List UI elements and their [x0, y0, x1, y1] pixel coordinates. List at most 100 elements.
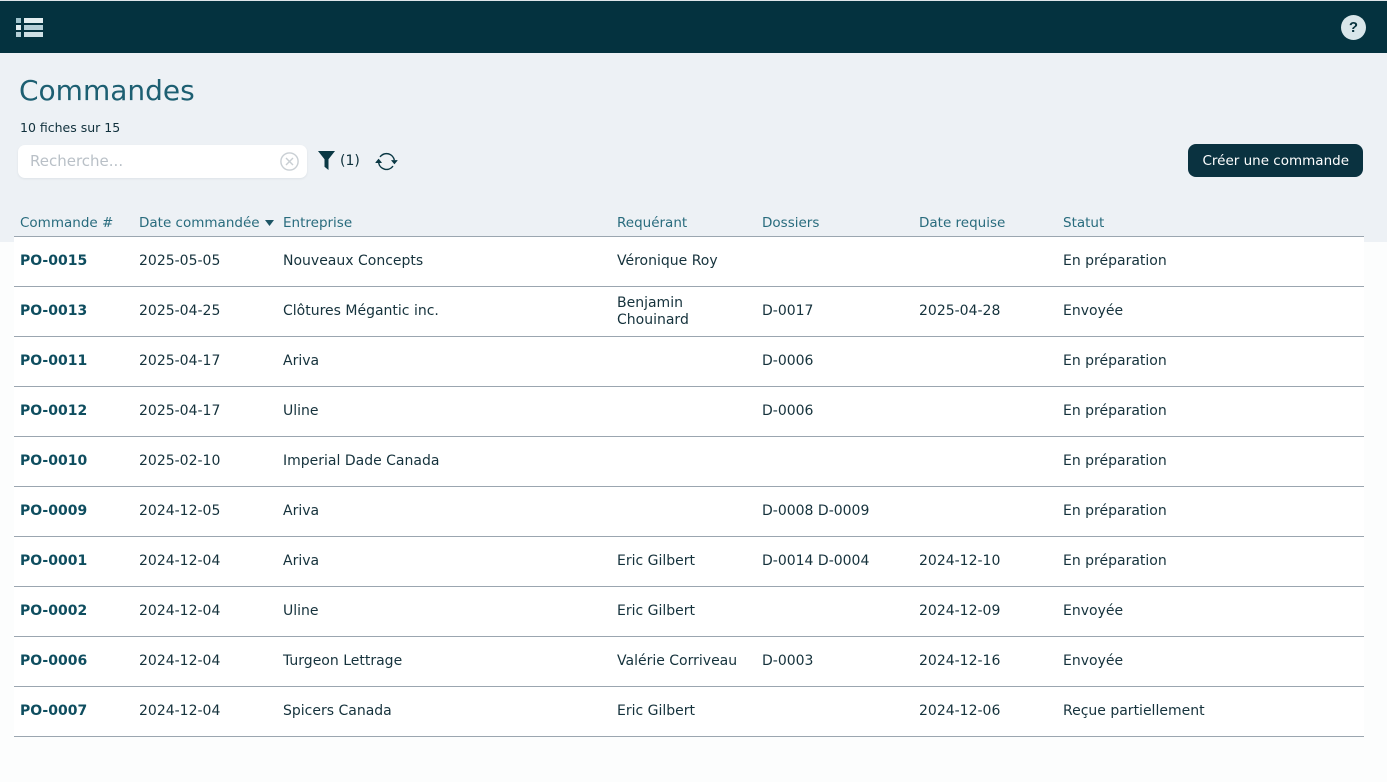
- cell-company: Spicers Canada: [283, 703, 392, 720]
- cell-company: Clôtures Mégantic inc.: [283, 303, 439, 320]
- cell-requester: Benjamin Chouinard: [617, 294, 689, 328]
- cell-status: En préparation: [1063, 453, 1167, 470]
- table-row[interactable]: PO-0010 2025-02-10 Imperial Dade Canada …: [14, 437, 1364, 488]
- cell-status: Envoyée: [1063, 303, 1124, 320]
- cell-date-ordered: 2024-12-04: [139, 553, 221, 570]
- table-row[interactable]: PO-0002 2024-12-04 Uline Eric Gilbert 20…: [14, 587, 1364, 638]
- cell-date-ordered: 2024-12-05: [139, 503, 221, 520]
- column-label: Commande #: [20, 214, 114, 231]
- column-header[interactable]: Date requise: [913, 215, 1057, 231]
- cell-dossiers: D-0017: [762, 303, 814, 320]
- cell-date-required: 2024-12-10: [919, 553, 1001, 570]
- order-number-link[interactable]: PO-0007: [20, 703, 88, 720]
- cell-status: En préparation: [1063, 353, 1167, 370]
- cell-date-ordered: 2025-05-05: [139, 253, 221, 270]
- menu-list-icon[interactable]: [16, 16, 43, 39]
- order-number-link[interactable]: PO-0010: [20, 453, 88, 470]
- cell-status: Envoyée: [1063, 653, 1124, 670]
- table-row[interactable]: PO-0012 2025-04-17 Uline D-0006 En prépa…: [14, 387, 1364, 438]
- order-number-link[interactable]: PO-0009: [20, 503, 88, 520]
- cell-date-required: 2025-04-28: [919, 303, 1001, 320]
- table-row[interactable]: PO-0009 2024-12-05 Ariva D-0008 D-0009 E…: [14, 487, 1364, 538]
- order-number-link[interactable]: PO-0015: [20, 253, 88, 270]
- table-row[interactable]: PO-0015 2025-05-05 Nouveaux Concepts Vér…: [14, 237, 1364, 288]
- cell-requester: Véronique Roy: [617, 253, 718, 270]
- column-header[interactable]: Statut: [1057, 215, 1364, 231]
- order-number-link[interactable]: PO-0006: [20, 653, 88, 670]
- cell-company: Ariva: [283, 353, 320, 370]
- cell-date-ordered: 2025-02-10: [139, 453, 221, 470]
- clear-search-icon[interactable]: [279, 151, 299, 171]
- column-header[interactable]: Entreprise: [277, 215, 611, 231]
- column-label: Entreprise: [283, 214, 353, 231]
- order-number-link[interactable]: PO-0013: [20, 303, 88, 320]
- table-row[interactable]: PO-0006 2024-12-04 Turgeon Lettrage Valé…: [14, 637, 1364, 688]
- column-label: Requérant: [617, 214, 688, 231]
- cell-status: En préparation: [1063, 403, 1167, 420]
- cell-date-ordered: 2025-04-17: [139, 353, 221, 370]
- cell-date-required: 2024-12-06: [919, 703, 1001, 720]
- cell-company: Ariva: [283, 553, 320, 570]
- create-order-button[interactable]: Créer une commande: [1188, 144, 1363, 178]
- search-box: [18, 144, 307, 178]
- orders-table: Commande # Date commandée Entreprise Req…: [14, 209, 1364, 738]
- help-icon[interactable]: ?: [1341, 14, 1366, 40]
- search-input[interactable]: [18, 144, 307, 178]
- column-label: Date requise: [919, 214, 1006, 231]
- cell-company: Turgeon Lettrage: [283, 653, 403, 670]
- filter-count: (1): [340, 153, 360, 170]
- cell-date-ordered: 2024-12-04: [139, 653, 221, 670]
- cell-dossiers: D-0006: [762, 353, 814, 370]
- filter-icon[interactable]: [318, 151, 335, 171]
- cell-dossiers: D-0008 D-0009: [762, 503, 870, 520]
- order-number-link[interactable]: PO-0011: [20, 353, 88, 370]
- table-header-row: Commande # Date commandée Entreprise Req…: [14, 209, 1364, 236]
- column-label: Dossiers: [762, 214, 820, 231]
- column-header[interactable]: Date commandée: [133, 215, 277, 231]
- cell-status: En préparation: [1063, 503, 1167, 520]
- table-body: PO-0015 2025-05-05 Nouveaux Concepts Vér…: [14, 236, 1364, 738]
- table-row[interactable]: PO-0001 2024-12-04 Ariva Eric Gilbert D-…: [14, 537, 1364, 588]
- top-bar: ?: [0, 0, 1387, 53]
- cell-company: Imperial Dade Canada: [283, 453, 440, 470]
- cell-requester: Eric Gilbert: [617, 703, 696, 720]
- cell-company: Uline: [283, 403, 319, 420]
- cell-date-ordered: 2025-04-17: [139, 403, 221, 420]
- record-count: 10 fiches sur 15: [20, 120, 121, 136]
- sort-desc-icon: [264, 219, 274, 226]
- order-number-link[interactable]: PO-0001: [20, 553, 88, 570]
- list-icon: [16, 17, 43, 37]
- cell-dossiers: D-0014 D-0004: [762, 553, 870, 570]
- column-header[interactable]: Commande #: [14, 215, 133, 231]
- column-header[interactable]: Requérant: [611, 215, 756, 231]
- cell-date-ordered: 2024-12-04: [139, 703, 221, 720]
- cell-requester: Eric Gilbert: [617, 603, 696, 620]
- cell-date-required: 2024-12-09: [919, 603, 1001, 620]
- cell-status: En préparation: [1063, 253, 1167, 270]
- orders-page: Commandes 10 fiches sur 15 (1): [0, 74, 1387, 738]
- cell-company: Uline: [283, 603, 319, 620]
- cell-status: Envoyée: [1063, 603, 1124, 620]
- table-row[interactable]: PO-0007 2024-12-04 Spicers Canada Eric G…: [14, 687, 1364, 738]
- cell-date-ordered: 2024-12-04: [139, 603, 221, 620]
- cell-date-required: 2024-12-16: [919, 653, 1001, 670]
- toolbar: (1) Créer une commande: [18, 144, 1387, 178]
- order-number-link[interactable]: PO-0012: [20, 403, 88, 420]
- cell-status: En préparation: [1063, 553, 1167, 570]
- column-label: Statut: [1063, 214, 1105, 231]
- table-row[interactable]: PO-0011 2025-04-17 Ariva D-0006 En prépa…: [14, 337, 1364, 388]
- column-header[interactable]: Dossiers: [756, 215, 913, 231]
- cell-date-ordered: 2025-04-25: [139, 303, 221, 320]
- refresh-icon[interactable]: [375, 150, 398, 173]
- page-title: Commandes: [19, 74, 195, 107]
- table-row[interactable]: PO-0013 2025-04-25 Clôtures Mégantic inc…: [14, 287, 1364, 338]
- cell-dossiers: D-0003: [762, 653, 814, 670]
- cell-company: Nouveaux Concepts: [283, 253, 424, 270]
- cell-dossiers: D-0006: [762, 403, 814, 420]
- cell-company: Ariva: [283, 503, 320, 520]
- cell-requester: Eric Gilbert: [617, 553, 696, 570]
- cell-requester: Valérie Corriveau: [617, 653, 738, 670]
- column-label: Date commandée: [139, 214, 260, 231]
- cell-status: Reçue partiellement: [1063, 703, 1205, 720]
- order-number-link[interactable]: PO-0002: [20, 603, 88, 620]
